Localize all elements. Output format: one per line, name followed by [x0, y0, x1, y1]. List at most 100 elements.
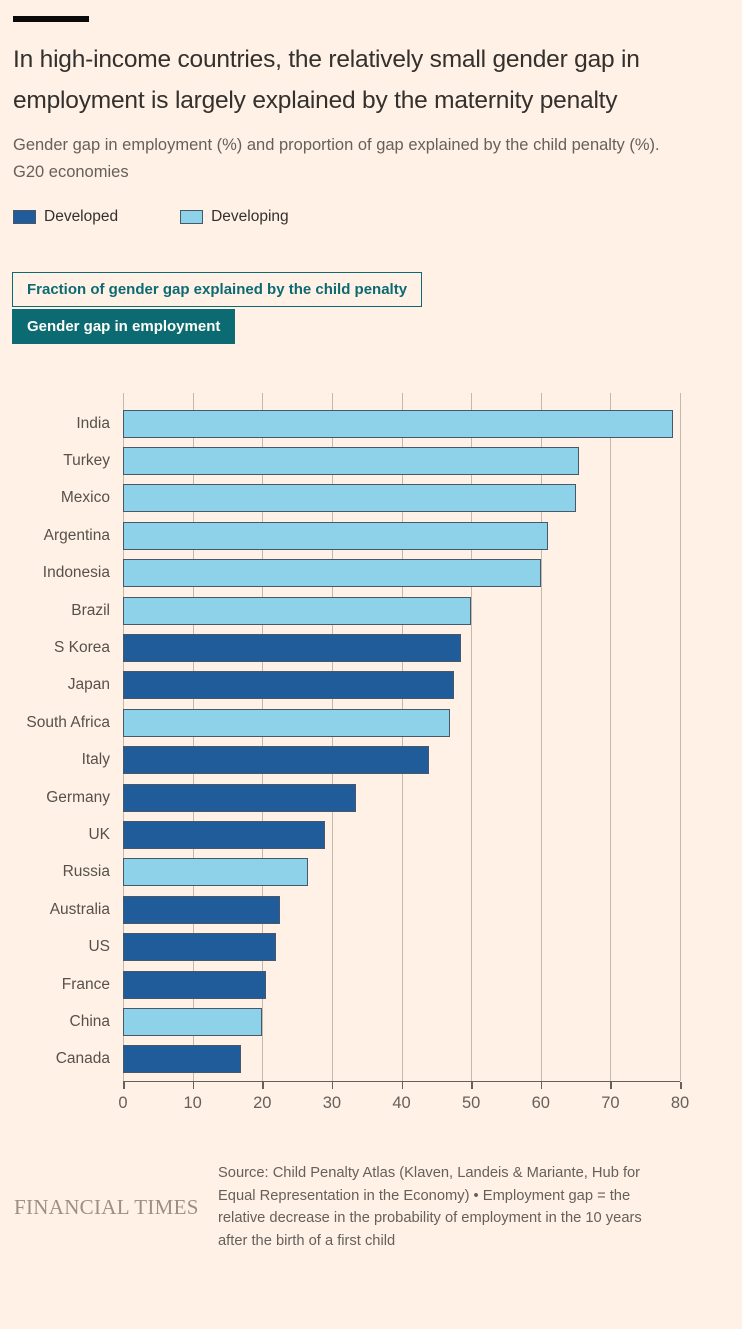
bar-row: Germany — [0, 779, 680, 816]
gridline — [610, 393, 612, 1082]
bar — [123, 858, 308, 887]
bar-track — [123, 521, 680, 550]
bar-row: Argentina — [0, 517, 680, 554]
bar-track — [123, 858, 680, 887]
bar — [123, 895, 280, 924]
x-axis-label: 10 — [183, 1094, 202, 1113]
toggle-child-penalty-fraction[interactable]: Fraction of gender gap explained by the … — [12, 272, 423, 307]
bar-rows: India Turkey Mexico Argentina Indonesia Brazi… — [0, 393, 680, 1081]
legend-item-developing: Developing — [180, 208, 289, 226]
bar-track — [123, 746, 680, 775]
bar-track — [123, 671, 680, 700]
plot-area: India Turkey Mexico Argentina Indonesia Brazi… — [0, 393, 681, 1082]
bar — [123, 1045, 242, 1074]
gridline — [262, 393, 264, 1082]
country-label: Japan — [67, 676, 110, 694]
country-label: Mexico — [60, 489, 110, 507]
bar-row: Mexico — [0, 480, 680, 517]
country-label: Germany — [46, 788, 110, 806]
bar — [123, 409, 674, 438]
legend-label: Developed — [44, 208, 119, 225]
country-label: Australia — [49, 900, 110, 918]
bar-row: US — [0, 928, 680, 965]
x-axis-tick — [262, 1082, 264, 1090]
x-axis: 0 10 20 30 40 50 60 70 80 — [118, 1081, 689, 1124]
bar — [123, 521, 548, 550]
bar-track — [123, 447, 680, 476]
bar — [123, 970, 266, 999]
bar — [123, 447, 580, 476]
bar-track — [123, 783, 680, 812]
country-label: Indonesia — [42, 564, 110, 582]
bar-track — [123, 559, 680, 588]
bar-row: Brazil — [0, 592, 680, 629]
country-label: Russia — [62, 863, 110, 881]
country-label: US — [88, 938, 110, 956]
bar-row: China — [0, 1003, 680, 1040]
x-axis-label: 30 — [322, 1094, 342, 1113]
bar-track — [123, 895, 680, 924]
bar — [123, 933, 277, 962]
country-label: Canada — [55, 1050, 110, 1068]
bar — [123, 634, 461, 663]
bar-row: South Africa — [0, 704, 680, 741]
gridline — [471, 393, 473, 1082]
legend-item-developed: Developed — [13, 208, 118, 226]
bar-row: S Korea — [0, 629, 680, 666]
toggle-gender-gap-employment[interactable]: Gender gap in employment — [12, 309, 236, 344]
country-label: France — [61, 975, 110, 993]
bar-chart: India Turkey Mexico Argentina Indonesia Brazi… — [0, 393, 689, 1124]
x-axis-tick — [540, 1082, 543, 1090]
bar-track — [123, 1045, 680, 1074]
x-axis-label: 80 — [670, 1094, 690, 1113]
gridline — [123, 393, 124, 1082]
bar-track — [123, 1007, 680, 1036]
bar — [123, 746, 430, 775]
bar-row: India — [0, 405, 680, 442]
country-label: Brazil — [71, 601, 110, 619]
developed-swatch-icon — [13, 210, 36, 224]
x-axis-tick — [401, 1082, 403, 1090]
x-axis-label: 20 — [253, 1094, 272, 1113]
x-axis-label: 60 — [531, 1094, 550, 1113]
bar — [123, 708, 451, 737]
bar — [123, 820, 325, 849]
x-axis-label: 70 — [601, 1094, 620, 1113]
financial-times-logo: FINANCIAL TIMES — [14, 1194, 199, 1219]
x-axis-label: 40 — [392, 1094, 411, 1113]
bar-row: Russia — [0, 854, 680, 891]
country-label: Turkey — [63, 452, 110, 470]
bar-row: Australia — [0, 891, 680, 928]
footer: FINANCIAL TIMES Source: Child Penalty At… — [14, 1162, 712, 1252]
bar-track — [123, 708, 680, 737]
country-label: UK — [88, 825, 110, 843]
bar-track — [123, 596, 680, 625]
developing-swatch-icon — [180, 210, 204, 224]
gridline — [680, 393, 681, 1082]
bar — [123, 1007, 263, 1036]
bar-track — [123, 634, 680, 663]
gridline — [331, 393, 333, 1082]
bar — [123, 596, 472, 625]
country-label: South Africa — [26, 713, 110, 731]
bar — [123, 671, 454, 700]
legend: Developed Developing — [13, 208, 742, 226]
bar-track — [123, 820, 680, 849]
x-axis-label: 0 — [118, 1094, 128, 1113]
bar-track — [123, 933, 680, 962]
metric-toggle-group: Fraction of gender gap explained by the … — [12, 272, 742, 344]
page-title: In high-income countries, the relatively… — [13, 46, 640, 114]
bar-track — [123, 484, 680, 513]
bar-row: Canada — [0, 1041, 680, 1078]
gridline — [401, 393, 403, 1082]
country-label: Argentina — [43, 526, 110, 544]
bar-row: Japan — [0, 667, 680, 704]
x-axis-tick — [680, 1082, 682, 1090]
x-axis-tick — [471, 1082, 473, 1090]
country-label: China — [69, 1012, 111, 1030]
country-label: S Korea — [53, 639, 110, 657]
x-axis-tick — [123, 1082, 125, 1090]
gridlines — [123, 393, 681, 1082]
bar-row: Italy — [0, 742, 680, 779]
x-axis-tick — [192, 1082, 195, 1090]
